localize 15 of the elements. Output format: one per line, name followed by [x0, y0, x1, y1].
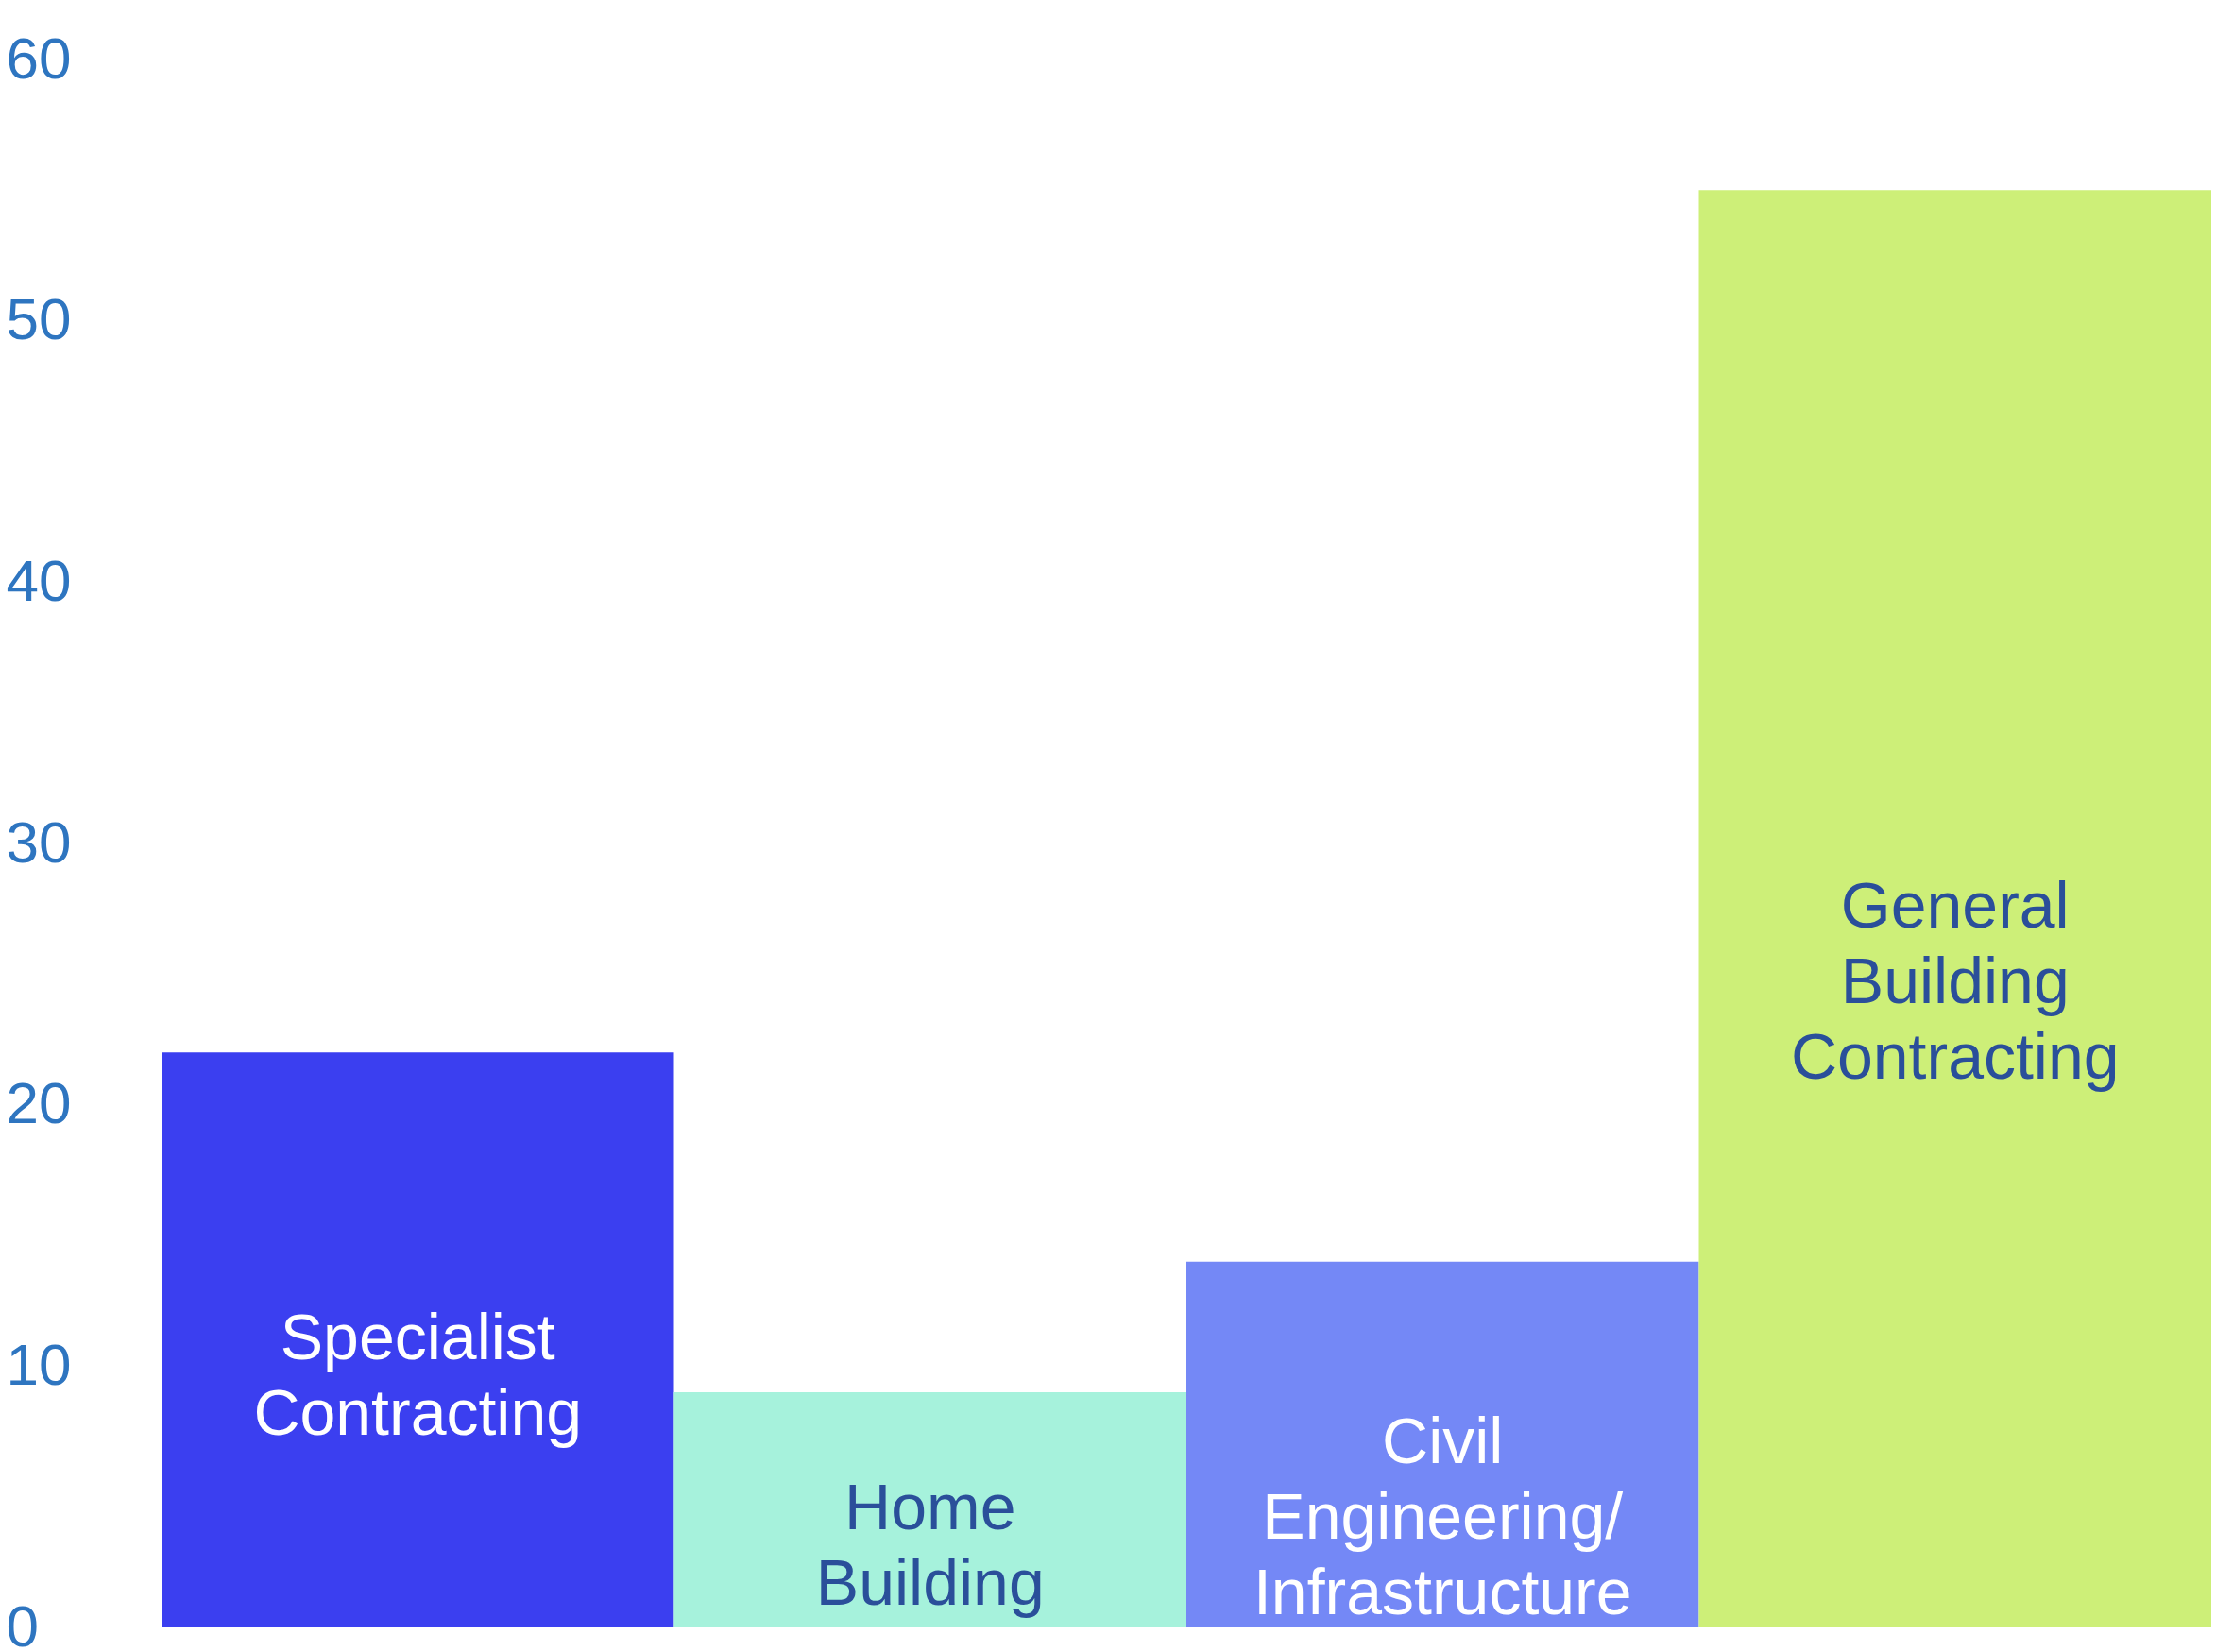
- x-tick-label: General Building Contracting: [1790, 869, 2120, 1093]
- y-tick-label: 20: [6, 1070, 72, 1136]
- bar: [1186, 1261, 1699, 1627]
- x-tick-label: Specialist Contracting: [253, 1300, 583, 1448]
- y-tick-label: 40: [6, 547, 72, 613]
- y-tick-label: 50: [6, 286, 72, 352]
- x-tick-label: Home Building: [815, 1470, 1045, 1618]
- y-tick-label: 10: [6, 1331, 72, 1397]
- y-tick-label: 60: [6, 25, 72, 91]
- y-tick-label: 30: [6, 809, 72, 875]
- bar: [673, 1392, 1186, 1627]
- bar: [162, 1052, 674, 1627]
- x-tick-label: Civil Engineering/ Infrastructure: [1253, 1405, 1632, 1628]
- y-tick-label: 0: [6, 1592, 39, 1652]
- bar: [1698, 190, 2211, 1627]
